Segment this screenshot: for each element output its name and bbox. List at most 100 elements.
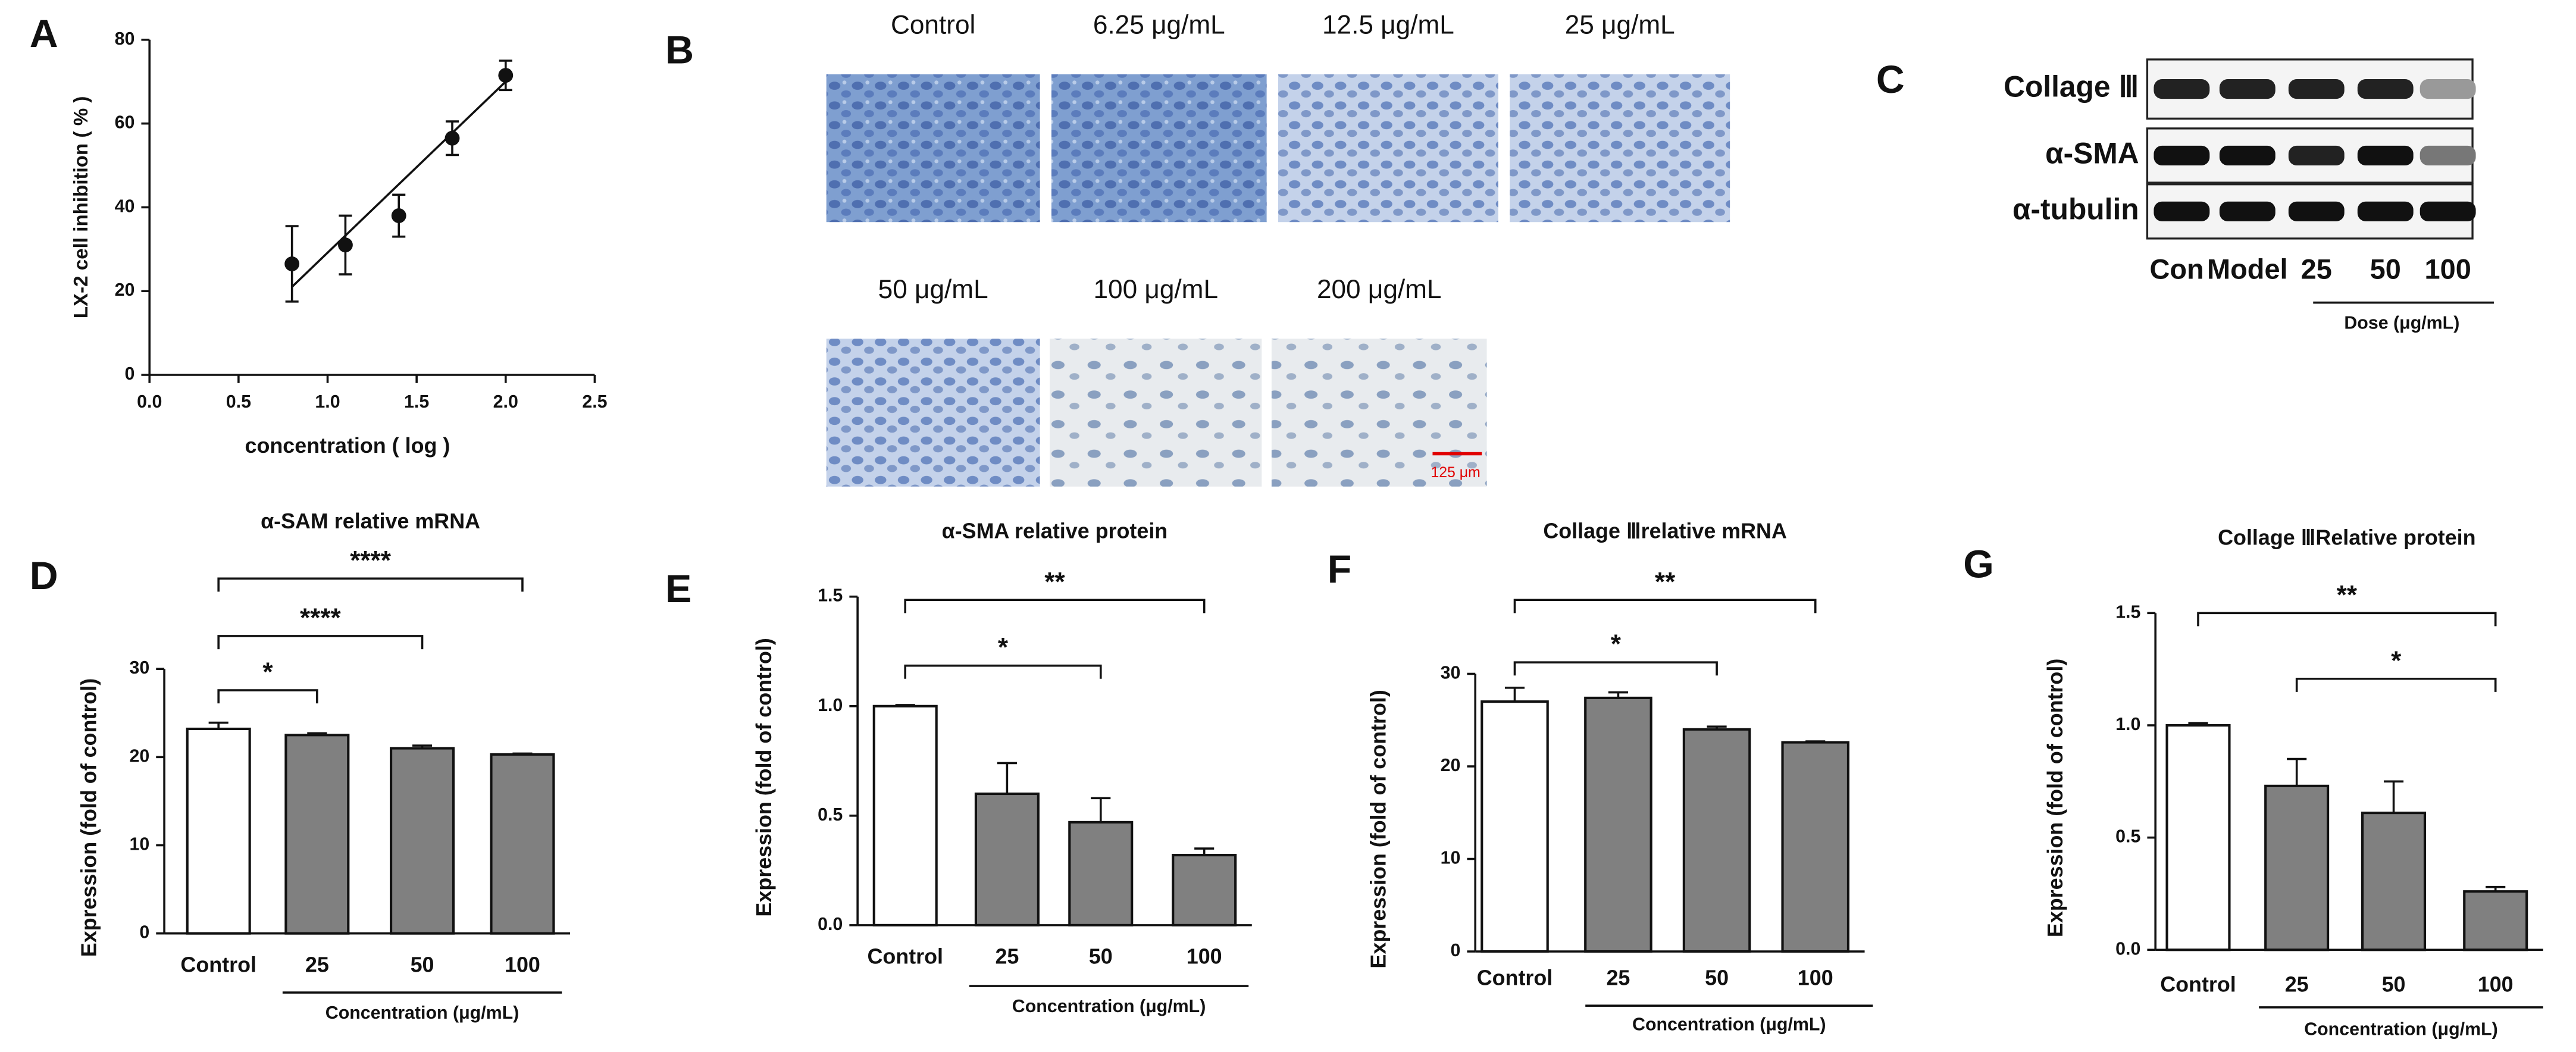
micrograph-label: 100 μg/mL — [1093, 275, 1218, 304]
y-tick-label: 10 — [129, 835, 149, 854]
x-tick-label: 25 — [305, 953, 329, 976]
significance-bracket — [1513, 661, 1718, 676]
bar — [2361, 812, 2427, 951]
chart-title: Collage ⅢRelative protein — [2218, 526, 2475, 550]
micrograph — [1510, 74, 1730, 223]
y-axis-label: Expression (fold of control) — [752, 638, 776, 916]
bar — [1682, 728, 1751, 953]
y-tick-label: 0.5 — [2115, 827, 2140, 847]
blot-lane-label: 100 — [2425, 253, 2471, 284]
blot-lane-label: Model — [2207, 253, 2288, 284]
y-tick-label: 20 — [129, 746, 149, 766]
x-tick-label: 100 — [2478, 973, 2514, 997]
y-axis-label: Expression (fold of control) — [2043, 659, 2067, 937]
micrograph-label: 6.25 μg/mL — [1093, 10, 1225, 39]
x-tick-label: 100 — [1187, 945, 1222, 969]
x-tick-label: 100 — [505, 953, 540, 976]
blot-band — [2357, 79, 2414, 99]
blot-band — [2420, 79, 2476, 99]
significance-label: * — [1611, 630, 1622, 659]
panel-letter: E — [665, 567, 691, 611]
blot-band — [2357, 201, 2414, 221]
panel-letter: A — [30, 12, 58, 56]
error-bar — [2383, 780, 2404, 813]
blot-band — [2288, 201, 2345, 221]
x-tick-label: 50 — [1089, 945, 1113, 969]
bar — [1172, 854, 1237, 926]
significance-bracket — [904, 599, 1206, 613]
significance-bracket — [904, 664, 1102, 679]
fit-line — [291, 80, 507, 288]
y-tick-label: 1.5 — [2115, 602, 2140, 622]
panel-letter: B — [665, 28, 694, 72]
bar — [284, 734, 350, 935]
x-tick-label: 2.5 — [582, 392, 607, 412]
blot-band — [2219, 201, 2275, 221]
micrograph-label: 12.5 μg/mL — [1322, 10, 1454, 39]
micrograph — [1050, 339, 1262, 487]
group-label: Concentration (μg/mL) — [1012, 997, 1206, 1016]
micrograph — [826, 74, 1040, 223]
x-tick-label: Control — [180, 953, 256, 976]
x-tick-label: 25 — [1606, 966, 1630, 990]
micrograph — [1278, 74, 1498, 223]
y-tick-label: 1.0 — [818, 696, 843, 715]
x-tick-label: 0.5 — [226, 392, 251, 412]
bar — [390, 747, 455, 935]
bar — [2165, 724, 2231, 951]
blot-lane-label: Con — [2150, 253, 2204, 284]
x-tick-label: 2.0 — [493, 392, 518, 412]
group-label: Concentration (μg/mL) — [2304, 1020, 2498, 1040]
x-tick-label: 1.0 — [315, 392, 340, 412]
bar — [974, 792, 1040, 926]
bar — [2463, 890, 2528, 951]
y-axis-label: Expression (fold of control) — [1367, 690, 1391, 968]
x-tick-label: Control — [1477, 966, 1553, 990]
error-bar — [997, 762, 1017, 794]
y-tick-label: 0 — [1450, 941, 1460, 960]
x-tick-label: Control — [2160, 973, 2236, 997]
x-tick-label: 50 — [1705, 966, 1729, 990]
group-label: Concentration (μg/mL) — [1632, 1015, 1826, 1034]
x-tick-label: 50 — [411, 953, 434, 976]
micrograph-label: 200 μg/mL — [1317, 275, 1442, 304]
bar — [186, 727, 251, 935]
data-point — [338, 237, 353, 253]
significance-bracket — [217, 635, 424, 650]
data-point — [391, 208, 406, 223]
y-tick-label: 0.0 — [818, 915, 843, 934]
blot-band — [2420, 145, 2476, 165]
error-bar — [2287, 757, 2307, 786]
x-tick-label: 1.5 — [404, 392, 429, 412]
x-tick-label: Control — [867, 945, 943, 969]
chart-title: α-SMA relative protein — [942, 519, 1168, 543]
significance-label: * — [2391, 646, 2402, 675]
blot-row-label: α-SMA — [2045, 137, 2139, 170]
micrograph — [1051, 74, 1267, 223]
micrograph-label: 25 μg/mL — [1565, 10, 1675, 39]
data-point — [498, 68, 514, 83]
y-axis-label: LX-2 cell inhibition ( % ) — [70, 96, 92, 319]
significance-label: **** — [350, 546, 392, 575]
y-tick-label: 0.5 — [818, 805, 843, 825]
bar — [490, 753, 555, 935]
y-tick-label: 20 — [1441, 756, 1461, 775]
error-bar — [1504, 687, 1525, 702]
data-point — [284, 256, 300, 271]
significance-bracket — [1513, 599, 1817, 613]
y-tick-label: 80 — [115, 29, 135, 49]
blot-band — [2288, 79, 2345, 99]
blot-band — [2219, 79, 2275, 99]
bar — [1481, 700, 1549, 953]
y-axis-label: Expression (fold of control) — [77, 678, 101, 957]
significance-bracket — [2295, 677, 2497, 692]
y-tick-label: 60 — [115, 113, 135, 133]
blot-band — [2288, 145, 2345, 165]
error-bar — [1091, 797, 1111, 822]
blot-band — [2420, 201, 2476, 221]
y-tick-label: 1.0 — [2115, 715, 2140, 734]
chart-title: Collage Ⅲrelative mRNA — [1543, 519, 1787, 543]
significance-label: * — [998, 633, 1009, 662]
